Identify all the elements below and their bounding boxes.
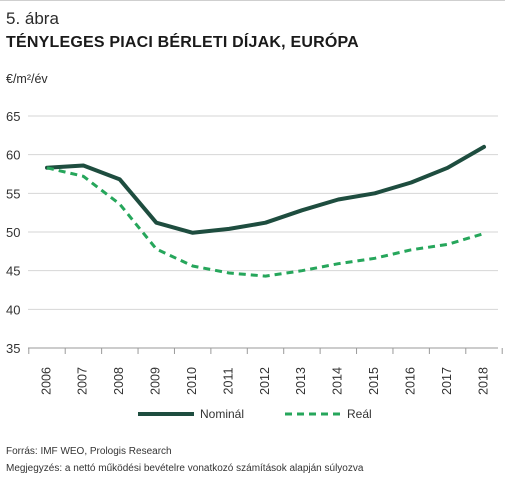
x-tick-label: 2006 — [39, 367, 53, 395]
y-tick-labels: 35 40 45 50 55 60 65 — [6, 109, 20, 356]
x-tick-label: 2008 — [112, 367, 126, 395]
footnote: Megjegyzés: a nettó működési bevételre v… — [6, 463, 364, 474]
y-tick-label: 65 — [6, 109, 20, 124]
legend-label-real: Reál — [347, 407, 372, 421]
series-line-nominal — [45, 144, 486, 235]
grid-lines — [28, 115, 503, 354]
y-tick-label: 50 — [6, 225, 20, 240]
x-tick-labels: 2006 2007 2008 2009 2010 2011 2012 2013 2014 2015… — [39, 367, 490, 395]
x-tick-label: 2017 — [440, 367, 454, 395]
x-tick-label: 2015 — [367, 367, 381, 395]
top-rule — [0, 0, 505, 1]
x-tick-label: 2018 — [476, 367, 490, 395]
x-tick-label: 2011 — [221, 368, 235, 395]
y-tick-label: 35 — [6, 341, 20, 356]
legend-label-nominal: Nominál — [200, 407, 245, 421]
series-lines — [45, 144, 486, 278]
x-tick-label: 2013 — [294, 367, 308, 395]
legend-swatch-real — [285, 412, 341, 416]
x-tick-label: 2012 — [258, 367, 272, 395]
figure-label: 5. ábra — [6, 9, 59, 28]
y-axis-unit: €/m²/év — [6, 72, 48, 86]
legend-swatch-nominal — [138, 412, 194, 416]
chart-title: TÉNYLEGES PIACI BÉRLETI DÍJAK, EURÓPA — [6, 34, 359, 51]
x-tick-label: 2010 — [185, 367, 199, 395]
x-tick-label: 2016 — [403, 367, 417, 395]
x-tick-label: 2007 — [76, 367, 90, 395]
x-tick-label: 2014 — [331, 367, 345, 395]
y-tick-label: 45 — [6, 264, 20, 279]
source-note: Forrás: IMF WEO, Prologis Research — [6, 446, 172, 457]
y-tick-label: 60 — [6, 148, 20, 163]
x-tick-label: 2009 — [149, 367, 163, 395]
y-tick-label: 40 — [6, 302, 20, 317]
y-tick-label: 55 — [6, 186, 20, 201]
